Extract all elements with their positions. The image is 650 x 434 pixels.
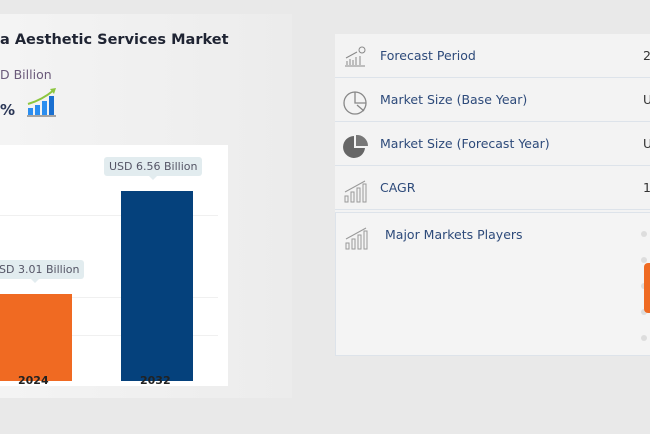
players-label: Major Markets Players [385,227,523,242]
row-label: Market Size (Forecast Year) [380,136,550,151]
growth-bars-icon [344,180,367,203]
market-size-bar-chart: USD 3.01 Billion USD 6.56 Billion 2024 2… [0,145,228,386]
bullet [641,335,647,341]
cta-button[interactable] [644,263,650,313]
gridline [0,215,218,216]
gridline [0,297,218,298]
bar-2032 [121,190,193,381]
bar-2024 [0,293,72,381]
major-players-section: Major Markets Players [335,212,650,356]
row-forecast-period: Forecast Period 2 [335,34,650,78]
growth-bars-icon [345,227,368,250]
bullet [641,257,647,263]
market-summary-card: a Aesthetic Services Market D Billion % … [0,14,292,398]
row-value: U [643,92,650,107]
x-tick-2024: 2024 [18,374,49,386]
chart-clock-icon [345,46,366,67]
x-tick-2032: 2032 [140,374,171,386]
row-label: Market Size (Base Year) [380,92,528,107]
market-title: a Aesthetic Services Market [0,32,229,48]
row-cagr: CAGR 10 [335,166,650,210]
bar-chart-growth-arrow-icon [27,88,56,117]
pie-chart-filled-icon [343,134,369,158]
data-label-2032: USD 6.56 Billion [104,156,203,180]
data-label-2024: USD 3.01 Billion [0,259,85,283]
pie-chart-outline-icon [343,91,367,115]
row-label: Forecast Period [380,48,476,63]
report-details-card: Forecast Period 2 Market Size (Base Year… [335,34,650,356]
row-label: CAGR [380,180,416,195]
row-market-size-base-year: Market Size (Base Year) U [335,78,650,122]
cagr-value: % [0,101,16,119]
market-unit: D Billion [0,67,52,82]
gridline [0,335,218,336]
row-value: 2 [643,48,650,63]
row-market-size-forecast-year: Market Size (Forecast Year) U [335,122,650,166]
row-value: U [643,136,650,151]
row-value: 10 [643,180,650,195]
bullet [641,231,647,237]
bullet [641,309,647,315]
